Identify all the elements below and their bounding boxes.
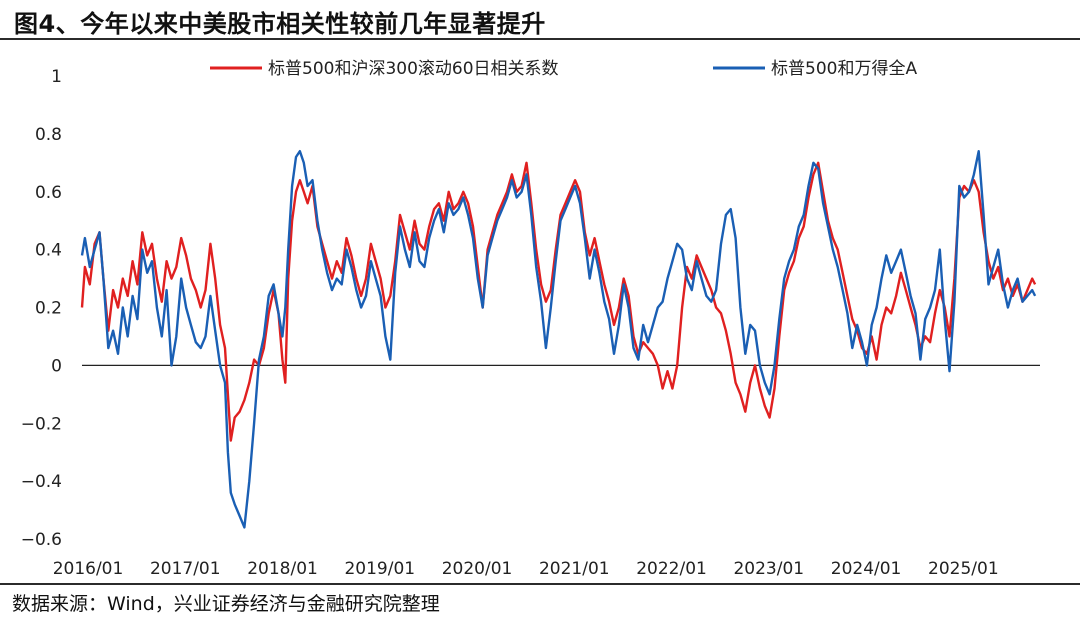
- y-tick-label: 0: [51, 356, 62, 376]
- legend: 标普500和沪深300滚动60日相关系数 标普500和万得全A: [210, 59, 917, 79]
- x-tick-label: 2016/01: [53, 559, 124, 579]
- x-tick-label: 2019/01: [344, 559, 415, 579]
- x-tick-label: 2021/01: [539, 559, 610, 579]
- title-rule: [0, 38, 1080, 40]
- y-tick-label: 0.6: [35, 183, 62, 203]
- x-tick-label: 2025/01: [928, 559, 999, 579]
- source-note: 数据来源：Wind，兴业证券经济与金融研究院整理: [12, 593, 440, 615]
- y-tick-label: −0.4: [21, 472, 62, 492]
- x-tick-label: 2017/01: [150, 559, 221, 579]
- series-line-1: [80, 150, 1037, 529]
- footer-rule: [0, 583, 1080, 585]
- x-tick-label: 2020/01: [442, 559, 513, 579]
- x-tick-label: 2022/01: [636, 559, 707, 579]
- x-tick-label: 2018/01: [247, 559, 318, 579]
- figure-title: 图4、今年以来中美股市相关性较前几年显著提升: [14, 10, 546, 38]
- y-tick-label: 0.4: [35, 241, 62, 261]
- x-tick-label: 2024/01: [831, 559, 902, 579]
- y-tick-label: −0.2: [21, 414, 62, 434]
- legend-label-0: 标普500和沪深300滚动60日相关系数: [268, 59, 559, 79]
- legend-label-1: 标普500和万得全A: [771, 59, 917, 79]
- series-layer: [80, 150, 1037, 529]
- line-chart: 1 0.8 0.6 0.4 0.2 0 −0.2 −0.4 −0.6 2016/01 2017/0…: [21, 59, 1040, 579]
- series-line-0: [80, 161, 1037, 442]
- y-tick-label: 1: [51, 67, 62, 87]
- x-tick-label: 2023/01: [733, 559, 804, 579]
- y-tick-label: 0.8: [35, 125, 62, 145]
- y-tick-label: −0.6: [21, 530, 62, 550]
- y-axis: 1 0.8 0.6 0.4 0.2 0 −0.2 −0.4 −0.6: [21, 67, 62, 550]
- x-axis: 2016/01 2017/01 2018/01 2019/01 2020/01 2021/…: [53, 559, 999, 579]
- y-tick-label: 0.2: [35, 299, 62, 319]
